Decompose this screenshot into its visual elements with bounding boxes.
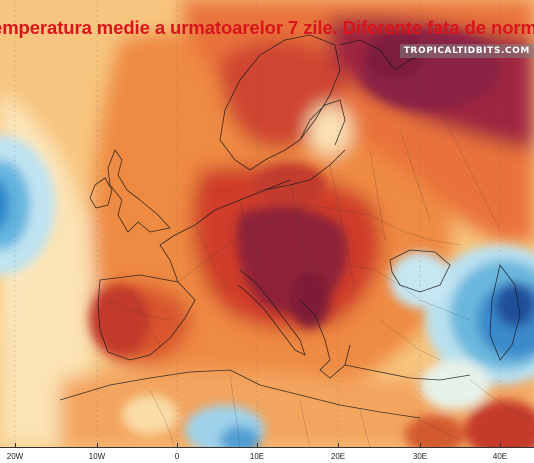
axis-tick-label: 10W — [88, 452, 106, 461]
axis-tick-mark — [500, 443, 501, 447]
axis-tick-label: 20W — [6, 452, 24, 461]
map-title: emperatura medie a urmatoarelor 7 zile. … — [0, 17, 534, 38]
longitude-axis — [0, 447, 534, 463]
axis-tick-label: 30E — [412, 452, 428, 461]
axis-tick-mark — [257, 443, 258, 447]
axis-tick-label: 40E — [492, 452, 508, 461]
axis-tick-label: 20E — [330, 452, 346, 461]
axis-tick-mark — [15, 443, 16, 447]
axis-tick-mark — [97, 443, 98, 447]
axis-tick-mark — [177, 443, 178, 447]
axis-tick-mark — [420, 443, 421, 447]
axis-tick-mark — [338, 443, 339, 447]
coastlines — [59, 34, 521, 419]
axis-tick-label: 0 — [174, 452, 180, 461]
watermark: TROPICALTIDBITS.COM — [399, 44, 534, 58]
axis-tick-label: 10E — [249, 452, 265, 461]
admin-borders — [99, 109, 531, 447]
